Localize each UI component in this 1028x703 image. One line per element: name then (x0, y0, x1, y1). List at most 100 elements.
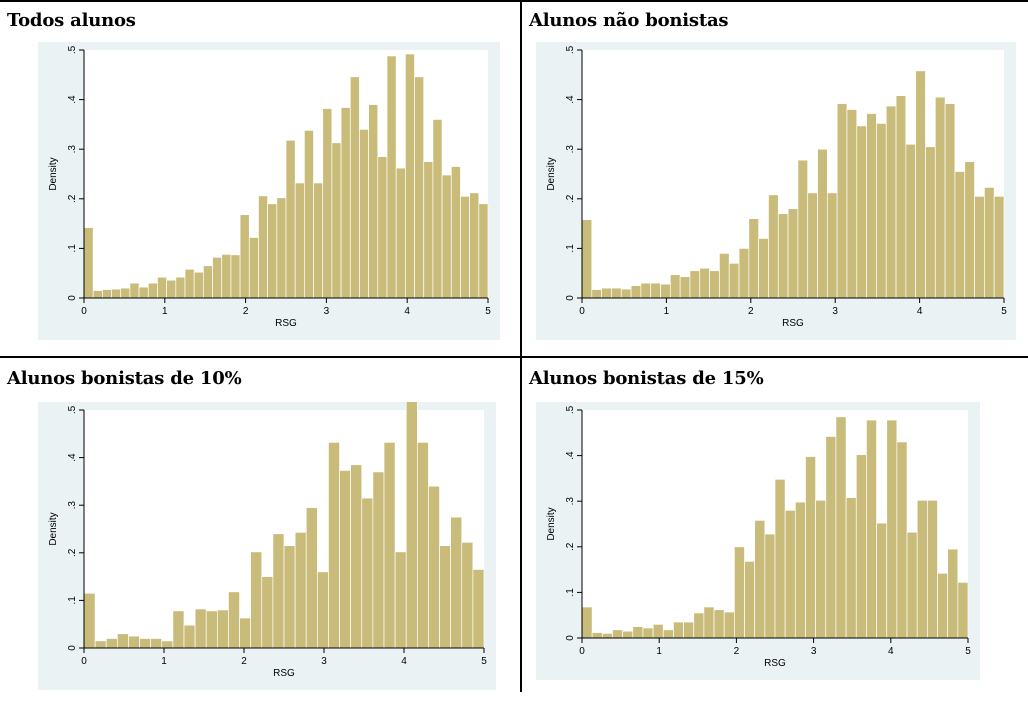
y-axis-title: Density (546, 507, 557, 540)
histogram-bar (876, 123, 887, 299)
histogram-bar (758, 238, 769, 299)
histogram-bar (794, 501, 806, 639)
histogram-bar (147, 282, 158, 299)
histogram-chart: 0 .1 .2 .3 .4 .5 0 1 2 3 4 5 RSG Density (38, 42, 500, 340)
y-axis-title: Density (48, 512, 59, 545)
histogram-bar (221, 254, 232, 299)
histogram-bar (205, 610, 218, 649)
y-tick-label: .1 (67, 244, 78, 253)
histogram-bar (230, 254, 241, 299)
x-tick-label: 2 (748, 306, 754, 317)
y-tick-label: .4 (565, 451, 576, 460)
histogram-bar (723, 611, 735, 639)
x-tick-label: 5 (481, 656, 487, 667)
y-tick-label: .3 (565, 497, 576, 506)
histogram-bar (461, 541, 474, 649)
histogram-bar (423, 161, 434, 299)
histogram-bar (166, 279, 177, 299)
histogram-bar (394, 551, 407, 649)
histogram-bar (954, 171, 966, 299)
histogram-bar (734, 546, 745, 639)
histogram-bar (184, 268, 195, 299)
histogram-bar (328, 442, 340, 649)
histogram-bar (662, 629, 674, 639)
histogram-bar (915, 70, 926, 299)
histogram-bar (744, 561, 756, 639)
histogram-bar (703, 606, 715, 639)
histogram-bar (905, 143, 917, 299)
histogram-bar (679, 276, 691, 299)
x-axis-title: RSG (275, 318, 297, 329)
histogram-bar (835, 416, 847, 639)
x-tick-label: 5 (965, 646, 971, 657)
panel-todos-alunos: Todos alunos 0 .1 .2 .3 .4 .5 0 1 2 3 4 5 RSG Density (0, 0, 520, 355)
histogram-bar (183, 624, 196, 649)
histogram-bar (581, 606, 593, 639)
y-tick-label: 0 (565, 295, 576, 301)
histogram-bar (660, 283, 671, 299)
histogram-bar (339, 470, 352, 649)
histogram-bar (719, 253, 730, 299)
histogram-bar (640, 282, 652, 299)
histogram-bar (203, 265, 213, 299)
histogram-bar (294, 182, 305, 299)
histogram-bar (129, 282, 140, 299)
y-tick-label: .3 (67, 501, 78, 510)
histogram-bar (294, 531, 307, 649)
histogram-bar (964, 161, 975, 299)
histogram-bar (383, 442, 396, 649)
histogram-bar (138, 286, 149, 299)
panel-title: Todos alunos (7, 10, 136, 31)
histogram-bar (805, 456, 816, 639)
histogram-chart: 0 .1 .2 .3 .4 .5 0 1 2 3 4 5 RSG Density (536, 42, 1016, 340)
histogram-bar (895, 95, 907, 299)
histogram-bar (937, 572, 949, 639)
panel-nao-bonistas: Alunos não bonistas 0 .1 .2 .3 .4 .5 0 1 2 3 4 5 RSG… (522, 0, 1028, 355)
histogram-bar (896, 441, 908, 639)
histogram-bar (807, 192, 818, 299)
histogram-bar (450, 516, 463, 649)
histogram-bar (774, 478, 786, 639)
histogram-bar (885, 105, 897, 299)
x-tick-label: 0 (81, 306, 87, 317)
histogram-bar (395, 167, 406, 299)
x-axis-title: RSG (764, 658, 786, 669)
histogram-bar (472, 569, 485, 649)
histogram-bar (258, 195, 268, 299)
histogram-bar (709, 270, 720, 299)
histogram-bar (591, 289, 602, 299)
y-tick-label: 0 (67, 295, 78, 301)
histogram-bar (128, 635, 140, 649)
histogram-bar (161, 640, 174, 649)
y-tick-label: .4 (565, 95, 576, 104)
y-tick-label: 0 (67, 645, 78, 651)
histogram-bar (92, 290, 103, 299)
x-tick-label: 2 (243, 306, 249, 317)
x-tick-label: 3 (321, 656, 327, 667)
histogram-bar (405, 53, 415, 299)
histogram-bar (764, 533, 776, 639)
y-tick-label: .2 (565, 194, 576, 203)
histogram-bar (105, 638, 118, 649)
y-tick-label: .2 (565, 542, 576, 551)
histogram-bar (906, 531, 918, 639)
middle-divider (0, 356, 1028, 358)
histogram-bar (846, 109, 858, 299)
x-tick-label: 2 (241, 656, 247, 667)
histogram-bar (855, 454, 867, 639)
histogram-bar (925, 146, 936, 299)
histogram-bar (601, 287, 612, 299)
histogram-bar (916, 499, 928, 639)
histogram-bar (111, 288, 122, 299)
histogram-bar (239, 617, 252, 649)
histogram-bar (372, 471, 385, 649)
histogram-bar (944, 103, 956, 299)
histogram-bar (405, 402, 418, 649)
histogram-bar (460, 195, 470, 299)
histogram-bar (683, 621, 695, 639)
histogram-bar (748, 218, 760, 299)
histogram-bar (216, 609, 229, 649)
histogram-bar (622, 630, 634, 639)
histogram-bar (856, 125, 867, 299)
histogram-bar (83, 227, 94, 299)
